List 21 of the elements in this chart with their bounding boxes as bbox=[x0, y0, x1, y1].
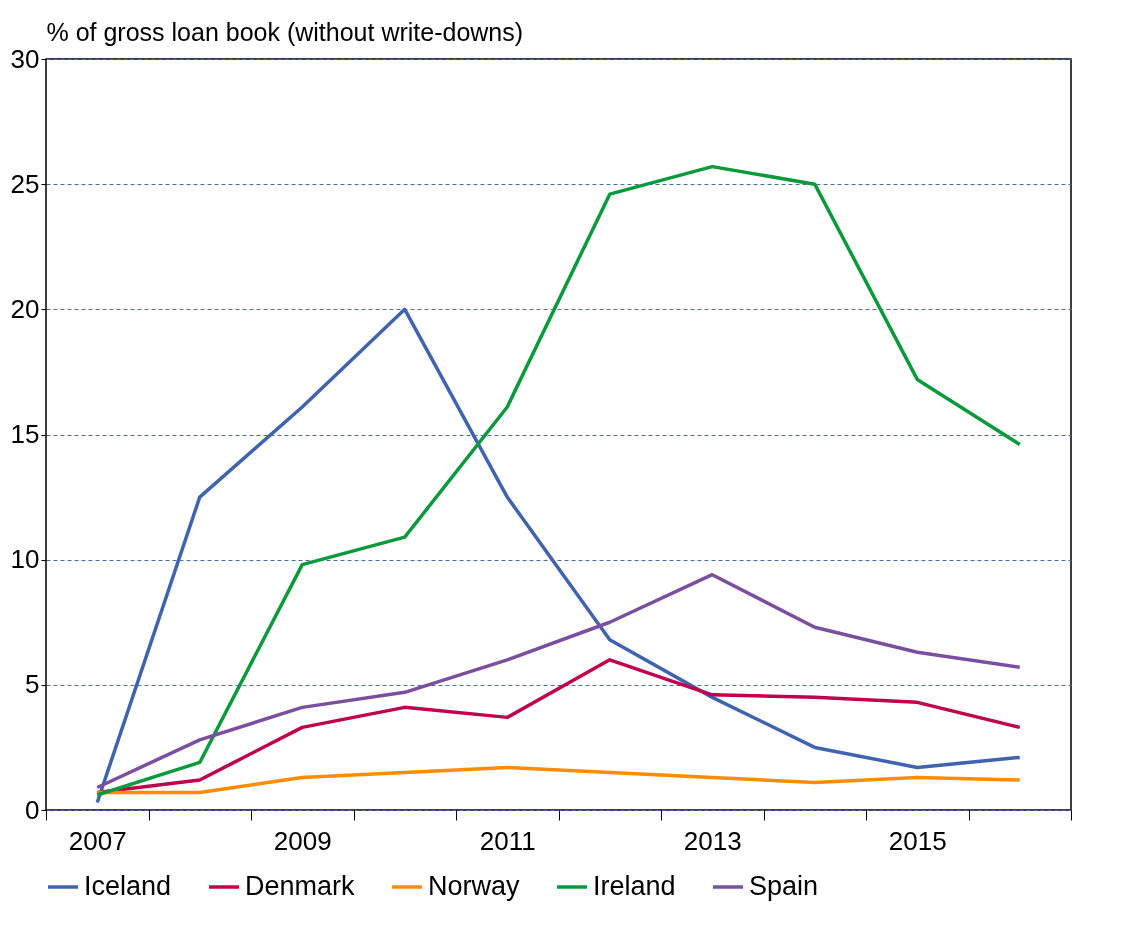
legend-label: Iceland bbox=[84, 871, 172, 901]
legend-label: Denmark bbox=[245, 871, 356, 901]
y-axis-title: % of gross loan book (without write-downs) bbox=[46, 17, 524, 46]
line-series bbox=[95, 572, 1022, 790]
y-tick-label: 15 bbox=[10, 419, 40, 449]
y-tick-label: 25 bbox=[10, 168, 40, 199]
y-tick-label: 0 bbox=[25, 794, 40, 825]
y-tick-label: 20 bbox=[10, 293, 40, 324]
x-tick-label: 2009 bbox=[273, 825, 332, 856]
legend-label: Ireland bbox=[593, 871, 676, 901]
legend-label: Norway bbox=[428, 871, 521, 901]
x-tick-label: 2011 bbox=[479, 825, 536, 856]
line-series bbox=[95, 765, 1022, 795]
x-tick-label: 2013 bbox=[683, 825, 742, 856]
y-tick-label: 30 bbox=[10, 43, 40, 74]
line-series bbox=[95, 164, 1022, 797]
x-tick-label: 2015 bbox=[888, 825, 947, 856]
legend-label: Spain bbox=[749, 871, 819, 901]
y-tick-label: 10 bbox=[10, 544, 40, 575]
x-tick-label: 2007 bbox=[68, 825, 127, 856]
y-tick-label: 5 bbox=[25, 669, 40, 700]
